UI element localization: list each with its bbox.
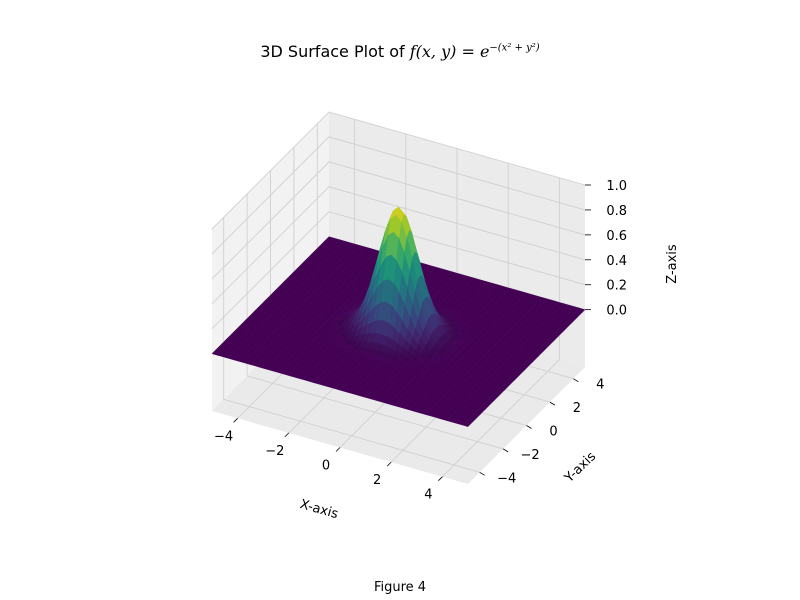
- chart-title: 3D Surface Plot of f(x, y) = e−(x² + y²): [0, 42, 800, 61]
- y-tick: [573, 378, 579, 383]
- z-tick-label: 0.2: [606, 279, 627, 294]
- y-tick-label: −2: [521, 448, 540, 463]
- y-tick: [502, 448, 509, 453]
- grid-line-z: [211, 161, 586, 280]
- z-axis-label: Z-axis: [665, 244, 680, 284]
- z-tick-label: 0.8: [606, 204, 627, 219]
- x-tick: [284, 432, 290, 438]
- x-tick: [233, 418, 238, 423]
- surface: [211, 206, 586, 427]
- x-tick: [335, 447, 341, 452]
- y-tick: [549, 401, 556, 406]
- title-func: f: [409, 42, 416, 61]
- z-tick-label: 0.0: [606, 304, 627, 319]
- x-tick-label: −4: [214, 429, 233, 444]
- figure-caption: Figure 4: [373, 580, 427, 595]
- z-tick-label: 0.6: [606, 229, 627, 244]
- grid-line-y: [223, 217, 480, 473]
- axes: −4−2024−4−20240.00.20.40.60.81.0X-axisY-…: [214, 179, 680, 522]
- surface-patch: [395, 206, 405, 222]
- y-tick-label: 4: [596, 378, 604, 393]
- y-axis-label: Y-axis: [561, 449, 599, 486]
- x-tick-label: 0: [322, 459, 330, 474]
- grid-line-z: [211, 186, 586, 305]
- surface-patch: [462, 422, 471, 427]
- grid-line-z: [211, 211, 586, 330]
- y-tick: [479, 471, 485, 476]
- x-tick-label: 2: [373, 473, 381, 488]
- y-tick-label: 2: [573, 401, 581, 416]
- title-args: (x, y) = e: [415, 42, 490, 61]
- x-axis-label: X-axis: [298, 497, 340, 522]
- x-tick: [386, 461, 392, 467]
- grid-line-z: [211, 136, 586, 255]
- x-tick-label: −2: [265, 444, 284, 459]
- z-tick-label: 1.0: [606, 179, 627, 194]
- grid-line-y: [246, 193, 504, 450]
- grid-line-x: [442, 177, 560, 478]
- y-tick: [526, 425, 532, 429]
- x-tick-label: 4: [424, 488, 432, 503]
- grid-line-z: [211, 111, 586, 230]
- z-tick-label: 0.4: [606, 254, 627, 269]
- y-tick-label: 0: [549, 425, 557, 440]
- title-exponent: −(x² + y²): [489, 42, 540, 54]
- x-tick: [438, 476, 443, 481]
- title-prefix: 3D Surface Plot of: [260, 42, 410, 61]
- y-tick-label: −4: [497, 471, 516, 486]
